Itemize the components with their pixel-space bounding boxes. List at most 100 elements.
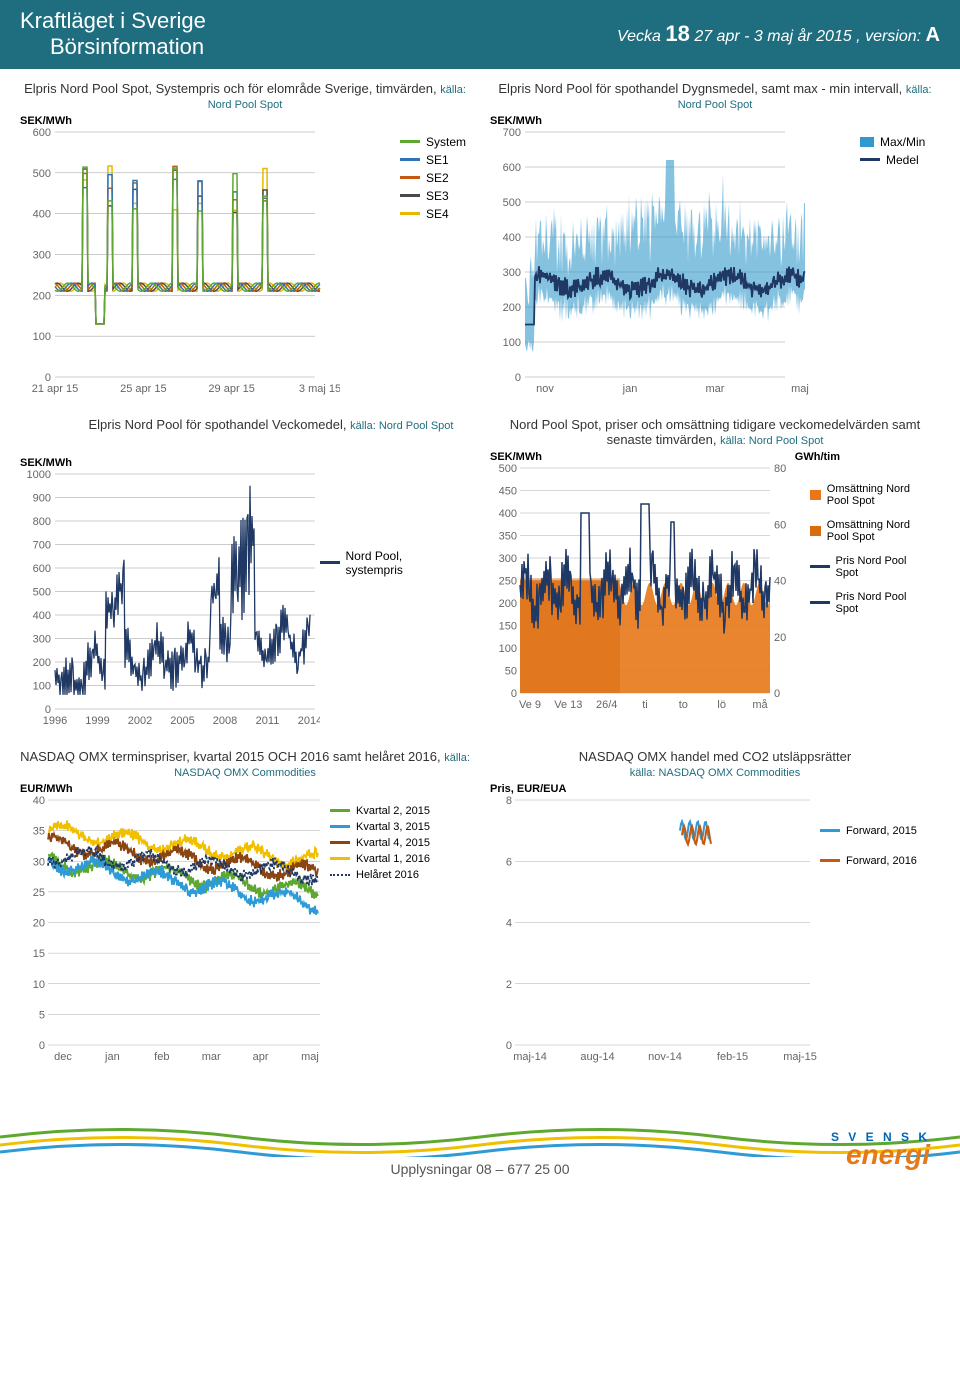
chart-elpris-hourly: Elpris Nord Pool Spot, Systempris och fö… xyxy=(20,81,470,397)
svg-text:800: 800 xyxy=(33,516,51,528)
chart2-legend: Max/Min Medel xyxy=(860,115,940,397)
chart-elpris-weekly: SEK/MWh Elpris Nord Pool för spothandel … xyxy=(20,417,470,729)
svg-text:feb: feb xyxy=(154,1051,169,1063)
svg-text:300: 300 xyxy=(499,553,517,565)
svg-text:15: 15 xyxy=(33,948,45,960)
legend-item: Kvartal 3, 2015 xyxy=(330,821,460,833)
svg-text:600: 600 xyxy=(503,162,521,174)
footer-contact: Upplysningar 08 – 677 25 00 xyxy=(390,1161,569,1177)
svg-text:500: 500 xyxy=(503,197,521,209)
svg-text:600: 600 xyxy=(33,563,51,575)
chart1-svg: 0100200300400500600 21 apr 1525 apr 1529… xyxy=(20,127,340,397)
svg-text:400: 400 xyxy=(33,208,51,220)
svg-text:100: 100 xyxy=(33,680,51,692)
svg-text:0: 0 xyxy=(515,372,521,384)
svg-text:mar: mar xyxy=(202,1051,221,1063)
svg-text:25: 25 xyxy=(33,887,45,899)
title-line2: Börsinformation xyxy=(20,34,206,60)
svg-text:feb-15: feb-15 xyxy=(717,1051,748,1063)
legend-item: Kvartal 2, 2015 xyxy=(330,805,460,817)
svensk-energi-logo: S V E N S K energi xyxy=(831,1130,930,1166)
chart4-title: Nord Pool Spot, priser och omsättning ti… xyxy=(490,417,940,447)
chart4-ylabel: SEK/MWh xyxy=(490,451,542,463)
legend-item: Forward, 2015 xyxy=(820,825,930,837)
legend-item: Kvartal 4, 2015 xyxy=(330,837,460,849)
svg-text:200: 200 xyxy=(499,598,517,610)
svg-text:700: 700 xyxy=(503,127,521,139)
svg-text:500: 500 xyxy=(33,586,51,598)
svg-text:0: 0 xyxy=(39,1040,45,1052)
legend-item: SE4 xyxy=(400,207,470,221)
chart3-svg: 01002003004005006007008009001000 1996199… xyxy=(20,469,320,729)
svg-text:200: 200 xyxy=(503,302,521,314)
svg-text:500: 500 xyxy=(33,168,51,180)
svg-text:200: 200 xyxy=(33,290,51,302)
svg-text:2002: 2002 xyxy=(128,715,152,727)
svg-text:25 apr 15: 25 apr 15 xyxy=(120,383,166,395)
legend-item: Nord Pool, systempris xyxy=(320,549,460,577)
svg-text:maj: maj xyxy=(301,1051,319,1063)
svg-text:4: 4 xyxy=(506,917,512,929)
svg-text:aug-14: aug-14 xyxy=(580,1051,614,1063)
chart2-ylabel: SEK/MWh xyxy=(490,115,860,127)
chart5-title: NASDAQ OMX terminspriser, kvartal 2015 O… xyxy=(20,749,470,779)
legend-item: SE1 xyxy=(400,153,470,167)
svg-text:20: 20 xyxy=(774,632,786,644)
legend-item: Medel xyxy=(860,153,940,167)
svg-text:100: 100 xyxy=(33,331,51,343)
footer-waves-icon xyxy=(0,1117,960,1157)
svg-text:450: 450 xyxy=(499,485,517,497)
svg-text:100: 100 xyxy=(499,643,517,655)
svg-text:400: 400 xyxy=(499,508,517,520)
svg-text:600: 600 xyxy=(33,127,51,139)
svg-text:mar: mar xyxy=(706,383,725,395)
chart5-svg: 0510152025303540 decjanfebmaraprmaj xyxy=(20,795,330,1065)
page-footer: Upplysningar 08 – 677 25 00 S V E N S K … xyxy=(0,1097,960,1177)
svg-text:6: 6 xyxy=(506,856,512,868)
chart2-title: Elpris Nord Pool för spothandel Dygnsmed… xyxy=(490,81,940,111)
svg-text:2005: 2005 xyxy=(170,715,194,727)
svg-text:300: 300 xyxy=(33,249,51,261)
svg-text:5: 5 xyxy=(39,1009,45,1021)
svg-text:nov: nov xyxy=(536,383,554,395)
chart6-ylabel: Pris, EUR/EUA xyxy=(490,783,940,795)
svg-text:250: 250 xyxy=(499,575,517,587)
legend-item: Pris Nord Pool Spot xyxy=(810,591,930,615)
chart5-ylabel: EUR/MWh xyxy=(20,783,470,795)
svg-text:2011: 2011 xyxy=(256,715,280,727)
svg-text:300: 300 xyxy=(503,267,521,279)
chart6-svg: 02468 maj-14aug-14nov-14feb-15maj-15 xyxy=(490,795,820,1065)
chart3-title: Elpris Nord Pool för spothandel Veckomed… xyxy=(72,417,470,432)
legend-item: Omsättning Nord Pool Spot xyxy=(810,483,930,507)
svg-text:maj-15: maj-15 xyxy=(783,1051,817,1063)
svg-text:900: 900 xyxy=(33,492,51,504)
svg-text:40: 40 xyxy=(774,575,786,587)
svg-text:80: 80 xyxy=(774,463,786,475)
svg-text:1999: 1999 xyxy=(85,715,109,727)
chart6-legend: Forward, 2015Forward, 2016 xyxy=(820,795,930,1065)
legend-item: Max/Min xyxy=(860,135,940,149)
page-header: Kraftläget i Sverige Börsinformation Vec… xyxy=(0,0,960,69)
svg-text:2008: 2008 xyxy=(213,715,237,727)
svg-text:400: 400 xyxy=(33,610,51,622)
svg-text:jan: jan xyxy=(104,1051,120,1063)
svg-text:350: 350 xyxy=(499,530,517,542)
svg-text:29 apr 15: 29 apr 15 xyxy=(208,383,254,395)
svg-text:maj: maj xyxy=(791,383,809,395)
chart4-y2label: GWh/tim xyxy=(795,451,840,463)
chart1-legend: SystemSE1SE2SE3SE4 xyxy=(400,115,470,397)
week-number: 18 xyxy=(665,21,689,46)
title-line1: Kraftläget i Sverige xyxy=(20,8,206,34)
svg-text:to: to xyxy=(679,699,688,711)
chart-nasdaq-futures: NASDAQ OMX terminspriser, kvartal 2015 O… xyxy=(20,749,470,1065)
svg-text:35: 35 xyxy=(33,825,45,837)
chart3-ylabel: SEK/MWh xyxy=(20,457,72,469)
svg-text:400: 400 xyxy=(503,232,521,244)
legend-item: System xyxy=(400,135,470,149)
chart-nasdaq-co2: NASDAQ OMX handel med CO2 utsläppsrätter… xyxy=(490,749,940,1065)
chart1-title: Elpris Nord Pool Spot, Systempris och fö… xyxy=(20,81,470,111)
svg-text:60: 60 xyxy=(774,519,786,531)
legend-item: Helåret 2016 xyxy=(330,869,460,881)
chart4-legend: Omsättning Nord Pool SpotOmsättning Nord… xyxy=(810,463,930,713)
chart-nordpool-prices: Nord Pool Spot, priser och omsättning ti… xyxy=(490,417,940,729)
